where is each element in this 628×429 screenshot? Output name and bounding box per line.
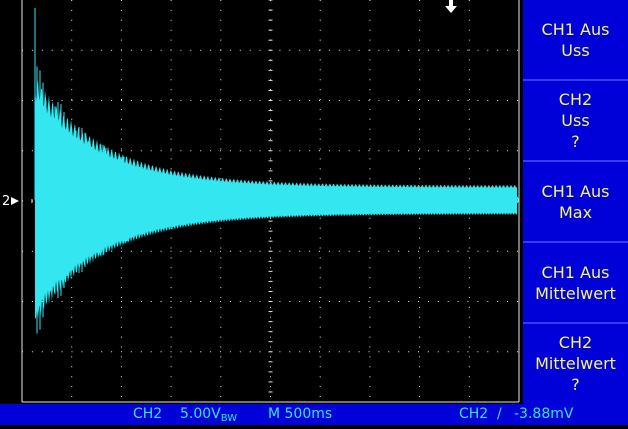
menu-button-line: Mittelwert: [535, 283, 616, 303]
menu-divider: [523, 322, 628, 324]
status-trigger-channel: CH2: [459, 406, 489, 422]
waveform-display: 2: [2, 0, 520, 403]
menu-divider: [523, 79, 628, 81]
menu-button-line: CH2: [558, 90, 593, 109]
trigger-slope-icon: /: [497, 406, 502, 422]
menu-button-line: Max: [558, 202, 593, 222]
menu-button-line: CH1 Aus: [541, 19, 610, 39]
status-timebase: M 500ms: [268, 406, 333, 422]
menu-button-ch2-mean[interactable]: CH2 Mittelwert ?: [523, 324, 628, 403]
menu-button-line: Uss: [561, 40, 590, 60]
channel-2-marker: 2: [2, 194, 10, 209]
channel-marker-arrow-icon: [11, 197, 19, 205]
menu-button-line: Uss: [561, 111, 590, 130]
menu-button-line: CH1 Aus: [541, 181, 610, 201]
menu-button-line: ?: [571, 375, 580, 394]
menu-button-ch1-max[interactable]: CH1 Aus Max: [523, 162, 628, 241]
volts-value: 5.00V: [180, 406, 221, 422]
menu-button-ch1-mean[interactable]: CH1 Aus Mittelwert: [523, 243, 628, 322]
status-bar: CH2 5.00VBW M 500ms CH2 / -3.88mV: [0, 404, 628, 425]
side-menu: CH1 Aus Uss CH2 Uss ? CH1 Aus Max CH1 Au…: [523, 0, 628, 404]
menu-button-line: ?: [571, 132, 580, 151]
trigger-level-marker-icon: [509, 195, 519, 205]
menu-divider: [523, 241, 628, 243]
menu-button-line: Mittelwert: [535, 354, 616, 373]
menu-button-ch2-pk-pk[interactable]: CH2 Uss ?: [523, 81, 628, 160]
ch2-waveform-envelope: [35, 79, 517, 319]
menu-button-line: CH1 Aus: [541, 262, 610, 282]
bandwidth-limit-icon: BW: [220, 413, 238, 424]
trigger-position-arrow-icon: [445, 0, 457, 13]
menu-button-ch1-pk-pk[interactable]: CH1 Aus Uss: [523, 0, 628, 79]
menu-divider: [523, 160, 628, 162]
menu-button-line: CH2: [558, 333, 593, 352]
status-channel: CH2: [133, 406, 163, 422]
status-volts-per-div: 5.00VBW: [180, 404, 237, 429]
status-trigger-level: -3.88mV: [514, 406, 574, 422]
